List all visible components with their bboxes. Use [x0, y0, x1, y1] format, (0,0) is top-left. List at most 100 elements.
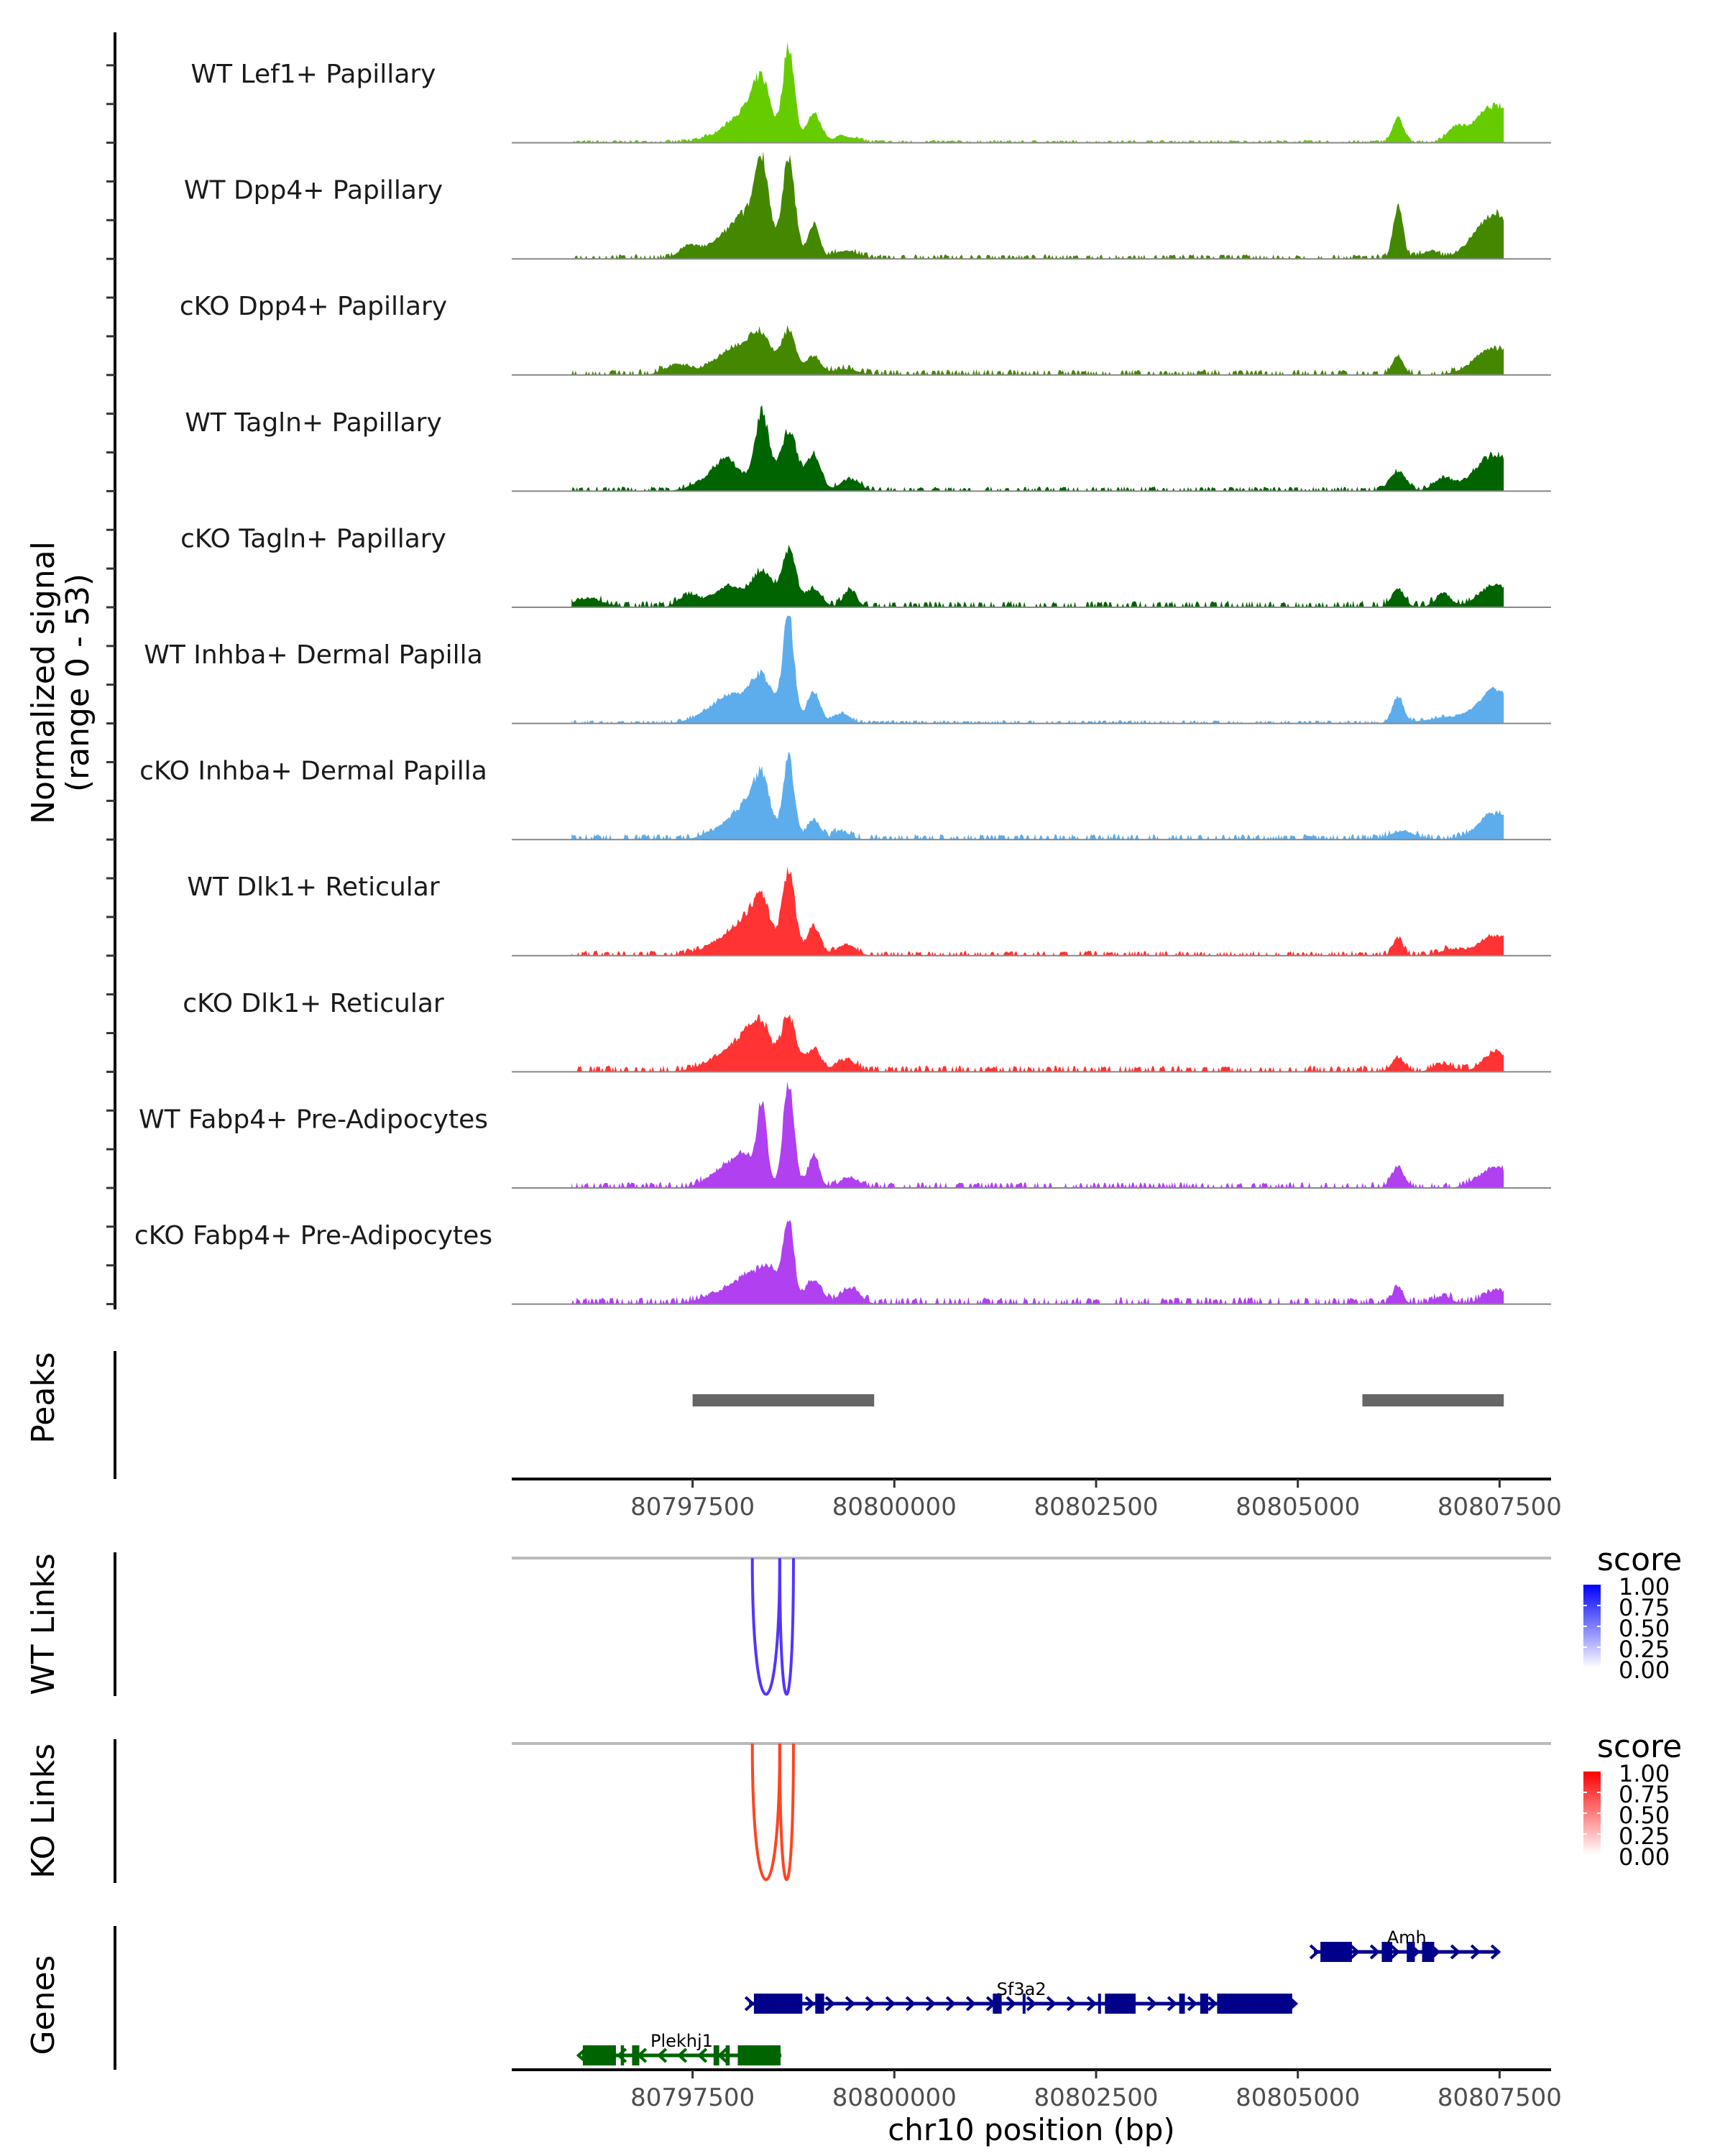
y-axis-title-line1: Normalized signal	[25, 541, 62, 824]
coverage-area	[571, 405, 1504, 492]
coverage-area	[571, 1013, 1504, 1072]
coverage-track: cKO Tagln+ Papillary	[180, 524, 1551, 608]
gene-label: Amh	[1387, 1927, 1427, 1948]
coverage-track: WT Fabp4+ Pre-Adipocytes	[139, 1081, 1551, 1189]
coverage-track: cKO Fabp4+ Pre-Adipocytes	[134, 1220, 1551, 1305]
gene-exon	[725, 2045, 730, 2065]
genes-title-group: Genes	[25, 1955, 62, 2055]
track-label: WT Dlk1+ Reticular	[187, 872, 439, 902]
x-tick-label: 80805000	[1236, 2083, 1360, 2112]
coverage-track: WT Inhba+ Dermal Papilla	[144, 615, 1551, 724]
link-arc	[750, 1743, 781, 1881]
gene-exon	[1098, 1994, 1101, 2014]
strand-arrow-icon	[1046, 1996, 1057, 2012]
gene-exon	[993, 1994, 1002, 2014]
legend-tick-label: 1.00	[1619, 1573, 1670, 1600]
x-tick-label: 80800000	[832, 1493, 957, 1521]
x-tick-label: 80797500	[630, 2083, 755, 2112]
peaks-title-group: Peaks	[25, 1352, 62, 1443]
x-tick-label: 80802500	[1034, 2083, 1158, 2112]
gene-exon	[815, 1994, 824, 2014]
ko-links-title: KO Links	[25, 1743, 62, 1879]
legend-tick-label: 0.50	[1619, 1802, 1670, 1829]
gene-exon	[632, 2045, 640, 2065]
link-arc	[778, 1743, 795, 1881]
strand-arrow-icon	[1490, 1944, 1501, 1960]
coverage-track: cKO Dpp4+ Papillary	[180, 292, 1551, 376]
legend-title: score	[1597, 1542, 1682, 1578]
coverage-area	[571, 1220, 1504, 1304]
strand-arrow-icon	[845, 1996, 856, 2012]
x-axis-title: chr10 position (bp)	[888, 2112, 1175, 2147]
strand-arrow-icon	[717, 2047, 728, 2063]
legend-tick-label: 0.50	[1619, 1615, 1670, 1642]
legend-tick-label: 0.00	[1619, 1843, 1670, 1871]
coverage-track: cKO Inhba+ Dermal Papilla	[139, 751, 1551, 841]
legend-tick-label: 0.25	[1619, 1823, 1670, 1850]
ko-links-title-group: KO Links	[25, 1743, 62, 1879]
x-tick-label: 80802500	[1034, 1493, 1158, 1521]
gene-exon	[582, 2045, 616, 2065]
strand-arrow-icon	[885, 1996, 896, 2012]
links-track	[512, 1742, 1551, 1881]
coverage-track: WT Tagln+ Papillary	[185, 405, 1551, 492]
gene-exon	[1105, 1994, 1136, 2014]
gene-label: Sf3a2	[997, 1979, 1046, 1999]
gene-label: Plekhj1	[650, 2031, 713, 2051]
coverage-track: cKO Dlk1+ Reticular	[183, 989, 1551, 1073]
wt-links-title-group: WT Links	[25, 1553, 62, 1695]
coverage-track: WT Dlk1+ Reticular	[187, 866, 1551, 957]
gene-exon	[1320, 1942, 1352, 1962]
x-tick-label: 80807500	[1438, 2083, 1562, 2112]
coverage-area	[571, 751, 1504, 840]
strand-arrow-icon	[1187, 1996, 1198, 2012]
strand-arrow-icon	[744, 1996, 755, 2012]
coverage-tracks: WT Lef1+ Papillary WT Dpp4+ Papillary cKO …	[134, 42, 1551, 1305]
gene-model: Amh	[1309, 1927, 1501, 1962]
track-label: WT Dpp4+ Papillary	[184, 176, 443, 206]
x-tick-label: 80797500	[630, 1493, 755, 1521]
peaks-track	[692, 1394, 1504, 1406]
legend-tick-label: 0.75	[1619, 1594, 1670, 1621]
strand-arrow-icon	[865, 1996, 876, 2012]
gene-exon	[1179, 1994, 1185, 2014]
legend-tick-label: 0.25	[1619, 1636, 1670, 1663]
gene-exon	[620, 2045, 625, 2065]
x-tick-label: 80805000	[1236, 1493, 1360, 1521]
strand-arrow-icon	[1066, 1996, 1077, 2012]
gene-exon	[753, 1994, 803, 2014]
strand-arrow-icon	[656, 2047, 668, 2063]
gene-exon	[737, 2045, 781, 2065]
legend-tick-label: 0.75	[1619, 1781, 1670, 1808]
strand-arrow-icon	[1086, 1996, 1098, 2012]
strand-arrow-icon	[945, 1996, 957, 2012]
x-tick-label: 80800000	[832, 2083, 957, 2112]
legend-title: score	[1597, 1728, 1682, 1765]
links-tracks	[512, 1557, 1551, 1881]
track-label: WT Lef1+ Papillary	[191, 60, 436, 89]
strand-arrow-icon	[1026, 1996, 1037, 2012]
x-axis-top: 80797500 80800000 80802500 80805000 80807500	[630, 1479, 1562, 1521]
coverage-area	[571, 42, 1504, 143]
track-label: WT Fabp4+ Pre-Adipocytes	[139, 1105, 488, 1134]
track-label: cKO Inhba+ Dermal Papilla	[139, 757, 487, 786]
coverage-track: WT Lef1+ Papillary	[191, 42, 1551, 144]
strand-arrow-icon	[824, 1996, 836, 2012]
gene-exon	[1407, 1942, 1415, 1962]
link-arc	[750, 1557, 781, 1696]
peak-region	[692, 1394, 875, 1406]
gene-exon	[1217, 1994, 1292, 2014]
track-label: WT Inhba+ Dermal Papilla	[144, 640, 482, 670]
genes-track-title: Genes	[25, 1955, 62, 2055]
coverage-area	[571, 866, 1504, 956]
coverage-area	[571, 151, 1504, 259]
track-label: cKO Tagln+ Papillary	[180, 524, 446, 553]
strand-arrow-icon	[1146, 1996, 1158, 2012]
gene-exon	[1022, 1994, 1026, 2014]
y-axis-title-line2: (range 0 - 53)	[60, 573, 96, 792]
gene-exon	[1381, 1942, 1393, 1962]
track-label: cKO Fabp4+ Pre-Adipocytes	[134, 1221, 492, 1250]
links-track	[512, 1557, 1551, 1696]
strand-arrow-icon	[1167, 1996, 1178, 2012]
